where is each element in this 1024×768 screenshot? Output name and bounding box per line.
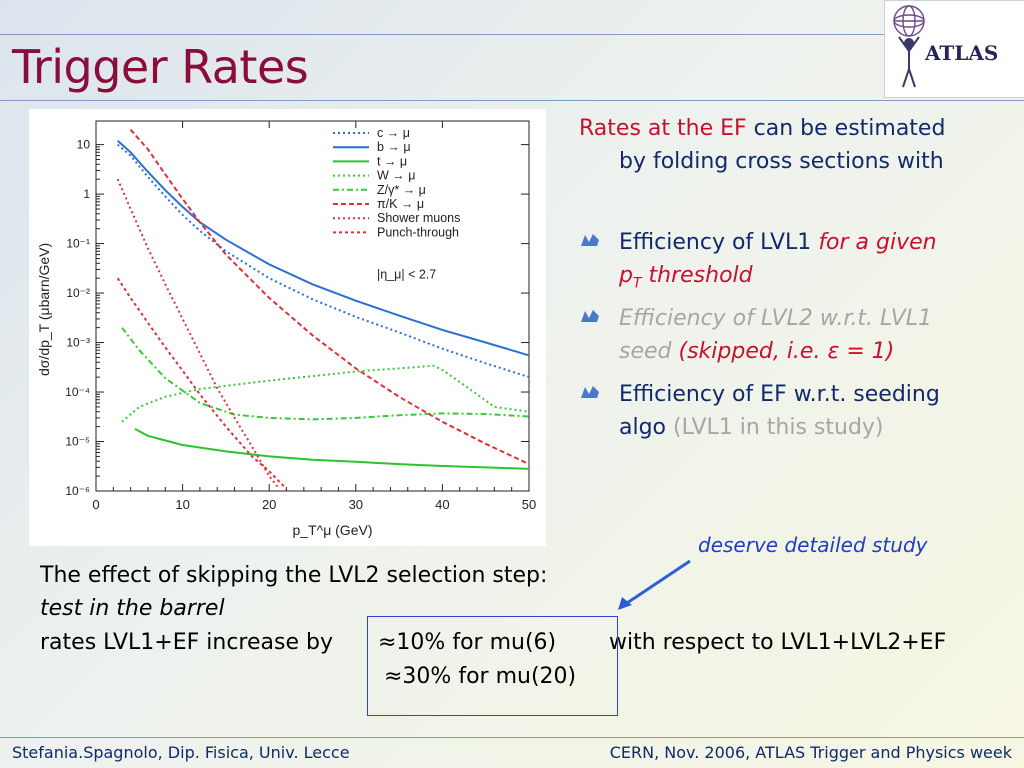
y-tick-label: 10⁻⁴: [65, 385, 90, 399]
mu6-rate: ≈10% for mu(6): [378, 630, 557, 655]
bullet-1-emphasis: for a given: [818, 230, 937, 255]
bullet-2-line2: seed (skipped, i.e. ε = 1): [619, 335, 894, 368]
bullet-1-line2: pT threshold: [619, 259, 753, 300]
bullet-icon: [581, 386, 599, 398]
x-tick-label: 50: [522, 497, 536, 512]
atlas-logo: ATLAS: [884, 0, 1024, 98]
rates-chart: 0 10 20 30 40 50 10 1 10⁻¹ 10⁻² 10⁻³ 10⁻⁴ 10⁻⁵ 10⁻⁶ p_…: [29, 109, 546, 546]
chart-annotation: |η_μ| < 2.7: [377, 268, 436, 282]
series-line-0: [117, 143, 530, 379]
bullet-1-pt-sub: T: [632, 275, 642, 292]
footer-rule: [0, 737, 1024, 738]
bullet-3-line2: algo (LVL1 in this study): [619, 411, 884, 444]
y-tick-label: 10⁻³: [66, 336, 90, 350]
y-tick-label: 1: [83, 187, 90, 201]
bullet-1-pt: p: [619, 263, 633, 288]
footer-author: Stefania.Spagnolo, Dip. Fisica, Univ. Le…: [12, 743, 350, 762]
rates-highlight-box: [367, 616, 618, 716]
y-tick-label: 10⁻¹: [66, 237, 90, 251]
intro-text-line2: by folding cross sections with: [619, 149, 944, 174]
intro-red-text: Rates at the EF: [579, 116, 747, 141]
bullet-1: Efficiency of LVL1 for a given: [619, 226, 937, 259]
series-line-2: [134, 428, 530, 470]
body-line-1: The effect of skipping the LVL2 selectio…: [40, 563, 548, 588]
intro-text: Rates at the EF can be estimated: [579, 112, 945, 145]
slide-title: Trigger Rates: [12, 40, 309, 94]
x-tick-label: 0: [92, 497, 99, 512]
body-line-3: rates LVL1+EF increase by: [40, 630, 333, 655]
atlas-figure-icon: [893, 5, 925, 88]
bullet-icon: [581, 234, 599, 246]
title-rule: [0, 100, 1024, 101]
body-line-3-tail: with respect to LVL1+LVL2+EF: [609, 630, 947, 655]
body-line-2: test in the barrel: [40, 596, 225, 621]
legend-label-6: Shower muons: [377, 211, 460, 225]
bullet-3-note: (LVL1 in this study): [673, 415, 884, 440]
legend-label-7: Punch-through: [377, 225, 459, 239]
bullet-2: Efficiency of LVL2 w.r.t. LVL1: [619, 306, 933, 331]
chart-svg: 0 10 20 30 40 50 10 1 10⁻¹ 10⁻² 10⁻³ 10⁻⁴ 10⁻⁵ 10⁻⁶ p_…: [36, 120, 536, 538]
x-tick-label: 10: [175, 497, 189, 512]
x-axis-label: p_T^μ (GeV): [293, 522, 373, 538]
bullet-icon: [581, 310, 599, 322]
bullet-1-text: Efficiency of LVL1: [619, 230, 819, 255]
y-tick-label: 10: [77, 138, 91, 152]
bullet-2-seed: seed: [619, 339, 679, 364]
bullet-1-threshold: threshold: [641, 263, 753, 288]
annotation-text: deserve detailed study: [698, 533, 928, 557]
legend-label-0: c → μ: [377, 126, 410, 140]
series-line-5: [129, 129, 530, 466]
logo-wordmark: ATLAS: [925, 41, 999, 65]
bullet-3: Efficiency of EF w.r.t. seeding: [619, 382, 940, 407]
bullet-2-skipped: (skipped, i.e. ε = 1): [678, 339, 895, 364]
series-line-7: [116, 277, 288, 490]
series-line-1: [117, 139, 530, 357]
y-axis-label: dσ/dp_T (μbarn/GeV): [36, 243, 52, 376]
legend-label-2: t → μ: [377, 154, 407, 168]
x-tick-label: 20: [262, 497, 276, 512]
legend-label-1: b → μ: [377, 140, 411, 154]
y-tick-label: 10⁻⁶: [65, 484, 90, 498]
bullet-3-algo: algo: [619, 415, 674, 440]
annotation-arrow-icon: [618, 559, 691, 610]
legend-label-5: π/K → μ: [377, 197, 424, 211]
top-rule: [0, 34, 1024, 35]
mu20-rate: ≈30% for mu(20): [384, 664, 577, 689]
legend-label-3: W → μ: [377, 169, 415, 183]
y-tick-label: 10⁻²: [66, 286, 90, 300]
x-tick-label: 30: [349, 497, 363, 512]
plot-frame: [95, 120, 530, 492]
y-tick-label: 10⁻⁵: [65, 435, 90, 449]
footer-event: CERN, Nov. 2006, ATLAS Trigger and Physi…: [609, 743, 1012, 762]
intro-navy-text: can be estimated: [746, 116, 946, 141]
legend-label-4: Z/γ* → μ: [377, 183, 426, 197]
series-line-3: [121, 364, 530, 423]
x-tick-label: 40: [435, 497, 449, 512]
series-line-6: [116, 178, 279, 488]
series-line-4: [121, 327, 530, 421]
